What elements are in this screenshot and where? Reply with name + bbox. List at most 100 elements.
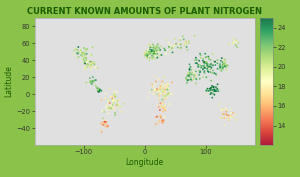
Point <box>160 119 165 122</box>
Point <box>151 93 156 96</box>
Point <box>161 101 166 104</box>
Point <box>88 60 93 63</box>
Point <box>82 46 86 49</box>
Point <box>81 56 86 59</box>
Point <box>72 50 76 52</box>
Point <box>111 93 116 96</box>
Point <box>198 70 203 73</box>
Point <box>154 88 159 91</box>
Point <box>83 66 88 69</box>
Point <box>231 37 236 40</box>
Point <box>222 117 226 119</box>
Point <box>84 59 88 62</box>
Point <box>100 123 105 126</box>
Point <box>226 114 231 117</box>
Point <box>183 76 188 79</box>
Point <box>153 52 158 55</box>
Point <box>94 85 99 88</box>
Point <box>223 58 227 61</box>
Point <box>201 65 206 67</box>
Point <box>84 66 89 69</box>
Point <box>231 41 236 44</box>
Point <box>166 84 171 87</box>
Point <box>85 48 90 50</box>
Point <box>156 89 161 92</box>
Point <box>156 46 161 49</box>
Point <box>221 64 226 67</box>
Point <box>222 62 226 65</box>
Point <box>219 108 224 111</box>
Point <box>99 122 103 125</box>
Point <box>194 82 198 85</box>
Point <box>153 47 158 50</box>
Point <box>90 46 95 48</box>
Point <box>154 46 159 48</box>
Point <box>85 63 89 66</box>
Point <box>146 53 150 56</box>
Point <box>169 47 174 50</box>
Point <box>153 57 158 60</box>
Point <box>160 102 165 105</box>
Point <box>220 63 225 66</box>
Point <box>215 87 220 90</box>
Point <box>94 79 98 81</box>
Point <box>147 59 152 62</box>
Point <box>169 93 174 96</box>
Point <box>201 61 206 63</box>
Point <box>88 80 93 83</box>
Point <box>204 92 208 95</box>
Point <box>188 65 193 68</box>
Point <box>113 114 118 116</box>
Point <box>155 52 160 55</box>
Point <box>222 123 227 126</box>
Point <box>99 99 104 101</box>
Point <box>106 98 110 101</box>
Point <box>159 104 164 107</box>
Point <box>108 95 112 98</box>
Point <box>95 88 100 90</box>
Point <box>159 87 164 89</box>
Point <box>221 63 226 66</box>
Point <box>194 56 198 59</box>
Point <box>208 68 213 71</box>
Point <box>229 115 234 117</box>
Point <box>147 52 152 55</box>
Point <box>107 87 112 90</box>
Point <box>151 56 156 59</box>
Point <box>222 62 227 65</box>
Point <box>115 103 119 106</box>
Point <box>88 64 93 67</box>
Point <box>154 50 158 53</box>
Point <box>151 53 156 56</box>
Point <box>105 104 110 107</box>
Point <box>146 51 151 54</box>
Point <box>165 88 170 91</box>
Point <box>84 52 89 55</box>
Point <box>160 98 165 101</box>
Point <box>88 61 93 63</box>
Point <box>206 70 211 73</box>
Point <box>151 43 155 46</box>
Point <box>215 67 220 70</box>
Point <box>207 87 212 90</box>
Point <box>103 106 108 109</box>
Point <box>213 73 218 75</box>
Point <box>116 106 121 109</box>
Point <box>82 67 87 70</box>
Point <box>98 88 103 91</box>
Point <box>183 41 188 44</box>
Point <box>116 104 121 107</box>
Point <box>144 54 149 57</box>
Point <box>80 55 85 58</box>
Point <box>151 53 155 56</box>
Point <box>97 91 101 93</box>
Point <box>147 91 152 94</box>
Point <box>82 52 87 55</box>
Point <box>82 60 87 63</box>
Point <box>161 108 166 110</box>
Point <box>75 52 80 54</box>
Point <box>115 99 120 102</box>
Point <box>184 45 189 48</box>
Point <box>164 82 169 85</box>
Point <box>158 109 162 111</box>
